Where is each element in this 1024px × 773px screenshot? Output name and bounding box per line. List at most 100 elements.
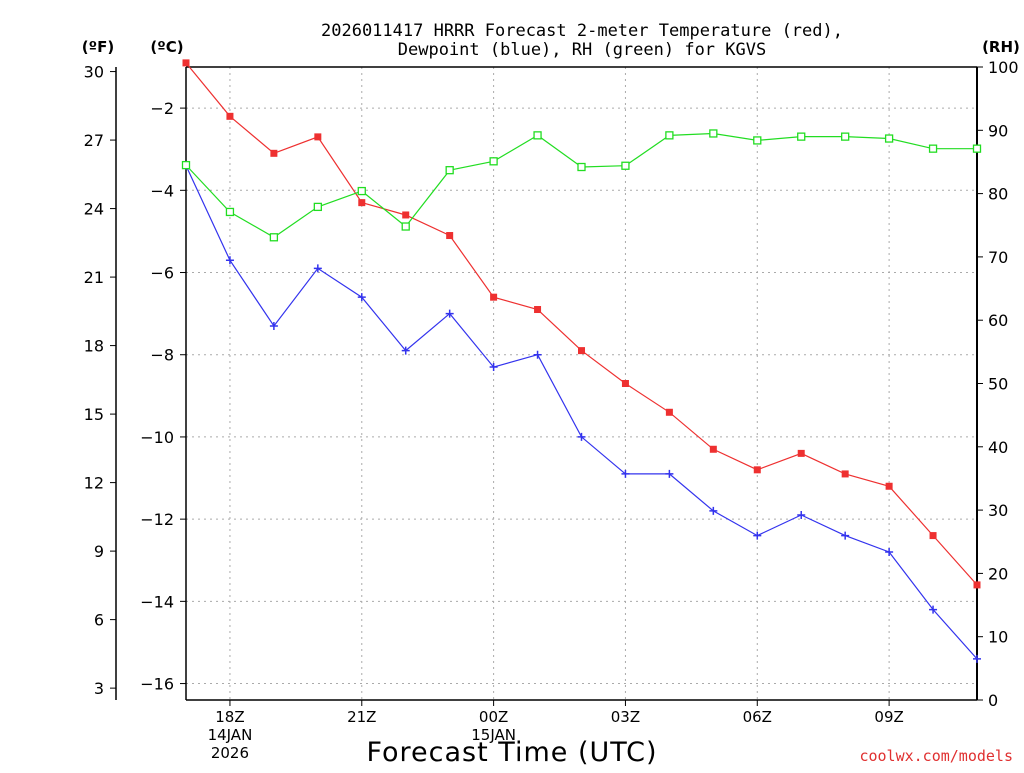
dewpoint-point: [577, 432, 586, 441]
temperature-point: [446, 232, 454, 240]
celsius-tick-label: −12: [140, 510, 174, 529]
celsius-tick-label: −4: [150, 181, 174, 200]
rh-point: [313, 202, 322, 212]
rh-line: [185, 132, 977, 239]
fahrenheit-tick-label: 27: [84, 131, 104, 150]
dewpoint-point: [885, 548, 894, 557]
rh-point: [401, 222, 410, 231]
rh-point: [884, 134, 894, 143]
dewpoint-point: [929, 605, 938, 614]
fahrenheit-tick-label: 18: [84, 337, 104, 356]
chart-title-line2: Dewpoint (blue), RH (green) for KGVS: [398, 40, 766, 60]
temperature-point: [314, 133, 322, 141]
rh-tick-label: 30: [988, 501, 1008, 520]
x-tick-label: 14JAN: [208, 726, 253, 744]
fahrenheit-tick-label: 9: [94, 542, 104, 561]
rh-point: [357, 186, 366, 196]
x-tick-label: 15JAN: [471, 726, 516, 744]
rh-point: [621, 161, 630, 170]
rh-point: [533, 131, 542, 140]
fahrenheit-tick-label: 6: [94, 611, 104, 630]
celsius-tick-label: −10: [140, 428, 174, 447]
dewpoint-point: [489, 363, 498, 372]
rh-tick-label: 60: [988, 311, 1008, 330]
fahrenheit-tick-label: 15: [84, 405, 104, 424]
dewpoint-point: [225, 256, 234, 265]
fahrenheit-tick-label: 30: [84, 63, 104, 82]
rh-point: [269, 233, 279, 242]
chart-title-line1: 2026011417 HRRR Forecast 2-meter Tempera…: [321, 21, 843, 41]
temperature-point: [929, 532, 937, 540]
celsius-tick-label: −16: [140, 675, 174, 694]
watermark: coolwx.com/models: [859, 747, 1013, 765]
data-series: [181, 59, 982, 663]
x-tick-label: 00Z: [479, 708, 508, 726]
x-tick-label: 18Z: [215, 708, 244, 726]
rh-point: [841, 132, 850, 141]
rh-tick-label: 10: [988, 628, 1008, 647]
rh-point: [797, 132, 806, 141]
temperature-point: [709, 445, 717, 453]
rh-point: [665, 131, 674, 140]
temperature-point: [973, 581, 981, 589]
temperature-point: [490, 293, 498, 301]
x-tick-label: 21Z: [347, 708, 376, 726]
x-axis-label: Forecast Time (UTC): [366, 737, 657, 768]
rh-point: [225, 207, 235, 217]
fahrenheit-tick-label: 24: [84, 200, 104, 219]
rh-tick-label: 100: [988, 58, 1019, 77]
temperature-point: [841, 470, 849, 478]
dewpoint-point: [313, 264, 322, 273]
x-tick-label: 2026: [211, 744, 249, 762]
dewpoint-point: [841, 531, 850, 540]
temperature-point: [797, 449, 805, 457]
temperature-point: [402, 211, 410, 219]
rh-tick-label: 80: [988, 185, 1008, 204]
temperature-point: [270, 149, 278, 157]
temperature-point: [885, 482, 893, 490]
rh-point: [489, 157, 498, 166]
rh-tick-label: 40: [988, 438, 1008, 457]
rh-point: [181, 160, 191, 170]
rh-point: [928, 144, 938, 153]
temperature-line: [185, 62, 978, 586]
x-tick-label: 03Z: [611, 708, 640, 726]
rh-point: [577, 162, 586, 172]
temperature-point: [182, 59, 190, 67]
dewpoint-point: [797, 511, 806, 520]
rh-point: [972, 144, 982, 153]
rh-tick-label: 90: [988, 121, 1008, 140]
dewpoint-point: [665, 469, 674, 478]
temperature-point: [534, 306, 542, 314]
dewpoint-point: [753, 531, 762, 540]
rh-axis-unit: (RH): [982, 38, 1020, 56]
temperature-point: [665, 408, 673, 416]
celsius-tick-label: −14: [140, 592, 174, 611]
rh-tick-label: 70: [988, 248, 1008, 267]
temperature-point: [578, 347, 585, 355]
x-tick-label: 06Z: [743, 708, 772, 726]
temperature-point: [226, 112, 234, 120]
temperature-point: [621, 380, 629, 387]
dewpoint-point: [533, 350, 542, 359]
dewpoint-point: [621, 469, 630, 478]
rh-point: [753, 136, 762, 145]
fahrenheit-tick-label: 21: [84, 268, 104, 287]
celsius-tick-label: −6: [150, 264, 174, 283]
dewpoint-line: [185, 165, 978, 660]
rh-tick-label: 50: [988, 375, 1008, 394]
x-tick-label: 09Z: [874, 708, 903, 726]
dewpoint-point: [357, 293, 366, 302]
dewpoint-point: [269, 321, 278, 330]
dewpoint-point: [401, 346, 410, 355]
temperature-point: [358, 199, 366, 207]
dewpoint-point: [709, 506, 718, 515]
rh-tick-label: 20: [988, 564, 1008, 583]
celsius-axis-unit: (ºC): [150, 38, 183, 56]
celsius-tick-label: −8: [150, 346, 174, 365]
dewpoint-point: [445, 309, 454, 318]
fahrenheit-axis-unit: (ºF): [82, 38, 114, 56]
gridlines: [186, 67, 977, 700]
